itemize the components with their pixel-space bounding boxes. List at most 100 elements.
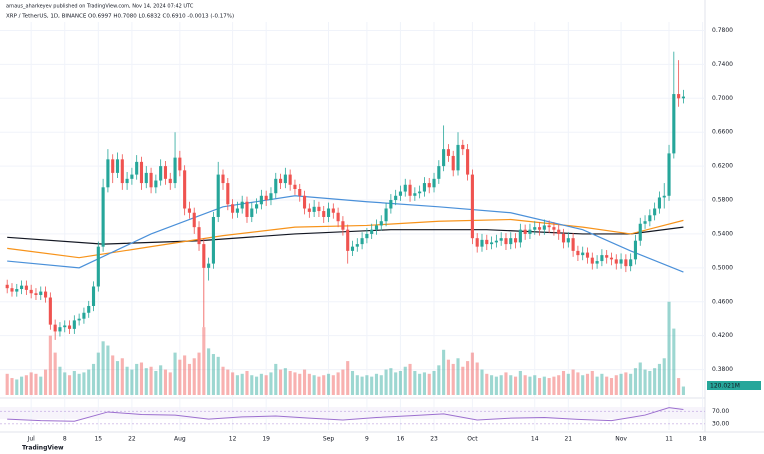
volume-bar (528, 376, 532, 395)
moving-average (7, 226, 684, 245)
candle-body (326, 208, 331, 217)
volume-bar (312, 375, 316, 395)
volume-bar (643, 369, 647, 395)
candle-body (312, 206, 316, 212)
candle-body (106, 159, 110, 188)
volume-bar (638, 362, 642, 395)
candle-body (221, 174, 225, 184)
candle-body (571, 238, 575, 251)
candle-body (360, 238, 364, 245)
volume-bar (192, 358, 196, 395)
candle-body (653, 208, 657, 216)
volume-bar (389, 368, 393, 395)
volume-bar (279, 369, 283, 395)
candle-body (269, 193, 273, 201)
candle-body (662, 195, 666, 198)
volume-bar (87, 369, 91, 395)
candle-body (20, 285, 24, 290)
volume-bar (427, 373, 431, 395)
y-tick-label: 0.6600 (712, 129, 733, 136)
candle-body (418, 191, 422, 194)
candle-body (542, 225, 546, 230)
candle-body (111, 159, 115, 173)
volume-bar (298, 373, 302, 395)
volume-bar (274, 363, 278, 395)
candle-body (302, 195, 307, 209)
volume-bar (10, 378, 14, 395)
volume-bar (149, 366, 153, 395)
y-tick-label: 0.5000 (712, 264, 733, 271)
volume-bar (566, 373, 570, 395)
volume-bar (633, 368, 638, 395)
x-tick-label: Sep (323, 436, 335, 443)
candle-body (408, 184, 412, 196)
candle-body (552, 227, 556, 230)
candle-body (279, 178, 283, 184)
candle-body (585, 252, 590, 258)
candle-body (432, 178, 436, 188)
volume-bar (44, 369, 48, 395)
candle-body (370, 229, 374, 234)
volume-bar (317, 376, 321, 395)
logo: TradingView (22, 445, 64, 452)
volume-bar (619, 373, 623, 395)
volume-bar (547, 378, 551, 395)
candle-body (144, 172, 148, 184)
volume-bar (197, 352, 201, 395)
x-tick-label: Nov (615, 436, 627, 443)
candle-body (264, 195, 268, 201)
candle-body (394, 195, 398, 201)
candle-body (101, 187, 105, 247)
volume-bar (245, 370, 249, 395)
volume-bar (432, 370, 436, 395)
volume-bar (24, 375, 28, 395)
volume-bar (207, 348, 211, 395)
candle-body (283, 174, 287, 184)
moving-average (7, 195, 684, 273)
volume-bar (250, 375, 254, 395)
volume-bar (5, 373, 9, 395)
volume-bar (67, 375, 72, 395)
candle-body (317, 206, 321, 212)
volume-bar (437, 365, 441, 395)
x-tick-label: 18 (699, 436, 707, 443)
volume-bar (561, 370, 566, 395)
volume-bar (154, 370, 158, 395)
volume-bar (20, 376, 24, 395)
candle-body (255, 204, 259, 209)
volume-bar (130, 369, 134, 395)
candle-body (130, 174, 134, 179)
rsi-tick-label: 30.00 (712, 420, 729, 427)
volume-bar (144, 368, 148, 395)
x-tick-label: 12 (229, 436, 237, 443)
volume-bar (307, 373, 311, 395)
x-tick-label: 16 (397, 436, 405, 443)
candle-body (250, 208, 254, 217)
volume-bar (58, 366, 62, 395)
volume-bar (365, 375, 369, 395)
volume-bar (341, 369, 345, 395)
rsi-tick-label: 70.00 (712, 408, 729, 415)
y-tick-label: 0.6200 (712, 163, 733, 170)
volume-bar (39, 376, 43, 395)
volume-bar (403, 366, 407, 395)
volume-bar (120, 358, 124, 395)
volume-bar (216, 356, 220, 395)
volume-bar (595, 376, 599, 395)
candle-body (485, 239, 489, 245)
volume-bar (255, 376, 259, 395)
volume-bar (667, 301, 671, 395)
candle-body (77, 318, 81, 321)
volume-bar (379, 375, 383, 395)
candle-body (240, 201, 244, 209)
volume-bar (394, 372, 398, 395)
volume-bar (331, 375, 335, 395)
candle-body (475, 238, 479, 247)
y-tick-label: 0.5800 (712, 197, 733, 204)
candle-body (456, 144, 460, 171)
candle-body (293, 184, 297, 190)
volume-bar (624, 372, 628, 395)
volume-bar (657, 363, 661, 395)
volume-bar (600, 373, 604, 395)
candle-body (504, 238, 508, 245)
